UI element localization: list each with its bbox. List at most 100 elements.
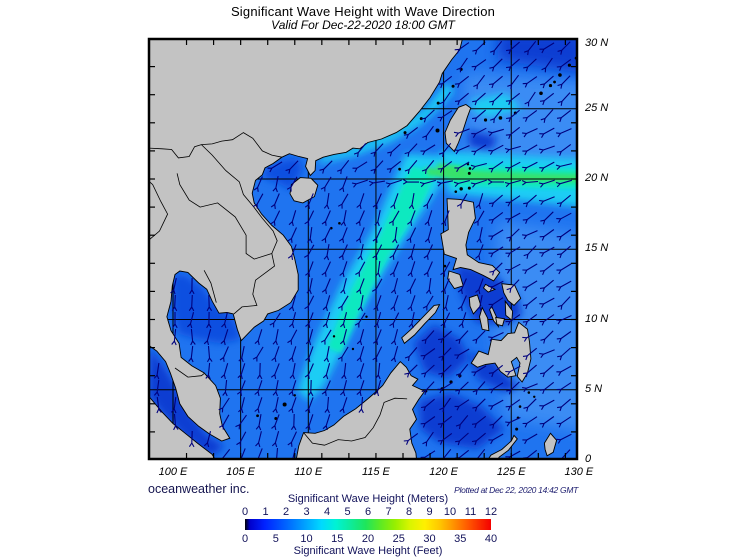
lon-tick-label: 120 E bbox=[429, 466, 458, 478]
colorbar-gradient bbox=[245, 519, 491, 530]
lat-tick-label: 15 N bbox=[585, 242, 609, 255]
border-line bbox=[149, 180, 169, 241]
land-mass bbox=[401, 304, 441, 345]
lat-tick-label: 30 N bbox=[585, 37, 609, 49]
islet bbox=[498, 116, 503, 120]
lon-tick-label: 105 E bbox=[226, 466, 256, 478]
plotted-timestamp: Plotted at Dec 22, 2020 14:42 GMT bbox=[454, 485, 578, 495]
wave-direction-arrows bbox=[153, 40, 572, 459]
land-mass bbox=[444, 103, 472, 153]
colorbar-feet-tick: 25 bbox=[392, 533, 405, 545]
valid-time-subtitle: Valid For Dec-22-2020 18:00 GMT bbox=[271, 18, 455, 32]
islet bbox=[558, 73, 562, 77]
lon-tick-label: 115 E bbox=[361, 466, 390, 478]
islet bbox=[467, 171, 471, 175]
islet bbox=[548, 83, 553, 88]
islet bbox=[436, 101, 440, 105]
lon-tick-label: 130 E bbox=[564, 466, 594, 478]
colorbar-meters-tick: 9 bbox=[426, 506, 433, 518]
islet bbox=[483, 118, 488, 122]
islet bbox=[518, 405, 522, 408]
colorbar-meters-tick: 10 bbox=[443, 506, 457, 518]
colorbar-meters-tick: 12 bbox=[484, 506, 498, 518]
islet bbox=[533, 395, 536, 398]
islet bbox=[274, 417, 278, 421]
colorbar-feet-tick: 15 bbox=[331, 533, 344, 545]
lat-tick-label: 5 N bbox=[585, 382, 603, 395]
oceanweather-credit: oceanweather inc. bbox=[148, 482, 250, 496]
lat-tick-label: 25 N bbox=[585, 101, 609, 114]
colorbar-meters-tick: 11 bbox=[464, 506, 477, 518]
islet bbox=[435, 128, 440, 133]
border-line bbox=[176, 173, 272, 260]
land-mass bbox=[149, 39, 463, 442]
colorbar-feet-tick: 30 bbox=[423, 533, 436, 545]
land-mass bbox=[487, 434, 518, 459]
islet bbox=[332, 335, 336, 338]
islet bbox=[403, 131, 407, 135]
colorbar-feet-tick: 35 bbox=[454, 533, 467, 545]
sea-shade-region bbox=[491, 221, 577, 431]
colorbar-meters-tick: 7 bbox=[385, 506, 392, 518]
islet bbox=[451, 84, 455, 88]
land-mass bbox=[440, 198, 501, 282]
border-line bbox=[233, 253, 275, 315]
islet bbox=[515, 427, 519, 431]
sea-shade-region bbox=[497, 39, 577, 73]
colorbar-feet-tick: 10 bbox=[300, 533, 313, 545]
lon-tick-label: 110 E bbox=[294, 466, 323, 478]
islet-dots bbox=[256, 56, 577, 431]
islet bbox=[293, 394, 296, 397]
colorbar-meters-tick: 2 bbox=[282, 506, 290, 518]
land-mass bbox=[479, 306, 490, 332]
islet bbox=[282, 402, 287, 407]
colorbar-meters-tick: 3 bbox=[303, 506, 310, 518]
islet bbox=[527, 391, 531, 394]
colorbar-meters-tick: 5 bbox=[344, 506, 351, 518]
islet bbox=[338, 221, 341, 225]
land-mass bbox=[495, 316, 506, 327]
islet bbox=[256, 414, 259, 418]
sea-shade-region bbox=[413, 325, 470, 379]
colorbar-meters-label: Significant Wave Height (Meters) bbox=[287, 493, 449, 505]
lat-tick-label: 0 bbox=[585, 453, 592, 465]
land-mass bbox=[447, 270, 464, 290]
map-clip-group bbox=[149, 39, 577, 459]
colorbar-meters-tick: 4 bbox=[323, 506, 331, 518]
islet bbox=[468, 167, 472, 170]
land-mass bbox=[149, 395, 216, 459]
islet bbox=[553, 80, 556, 84]
islet bbox=[467, 186, 471, 190]
islet bbox=[454, 190, 458, 193]
colorbar-meters-tick: 1 bbox=[262, 506, 269, 518]
frame-ticks bbox=[150, 40, 576, 458]
sea-shade-region bbox=[327, 166, 437, 354]
islet bbox=[365, 315, 368, 318]
islet bbox=[567, 63, 572, 67]
border-line bbox=[203, 270, 217, 303]
islet bbox=[443, 264, 447, 268]
lon-tick-label: 125 E bbox=[496, 466, 526, 478]
islet bbox=[459, 187, 463, 191]
islet bbox=[539, 91, 543, 96]
border-line bbox=[201, 144, 278, 254]
colorbar-meters-tick: 0 bbox=[241, 506, 249, 518]
lat-tick-label: 10 N bbox=[585, 312, 609, 325]
page-title: Significant Wave Height with Wave Direct… bbox=[230, 4, 496, 19]
islet bbox=[351, 347, 355, 351]
lon-tick-label: 100 E bbox=[158, 466, 188, 478]
colorbar-feet-tick: 40 bbox=[484, 533, 498, 545]
colorbar-meters-tick: 8 bbox=[405, 506, 413, 518]
lat-tick-label: 20 N bbox=[585, 172, 609, 184]
colorbar-feet-label: Significant Wave Height (Feet) bbox=[293, 545, 443, 557]
colorbar-feet-tick: 0 bbox=[241, 533, 249, 545]
islet bbox=[398, 167, 402, 171]
land-mass bbox=[470, 321, 532, 383]
border-line bbox=[174, 367, 205, 378]
map-frame bbox=[147, 37, 579, 461]
border-line bbox=[149, 132, 282, 159]
colorbar-feet-tick: 5 bbox=[272, 533, 279, 545]
sea-shade-region bbox=[149, 347, 225, 458]
